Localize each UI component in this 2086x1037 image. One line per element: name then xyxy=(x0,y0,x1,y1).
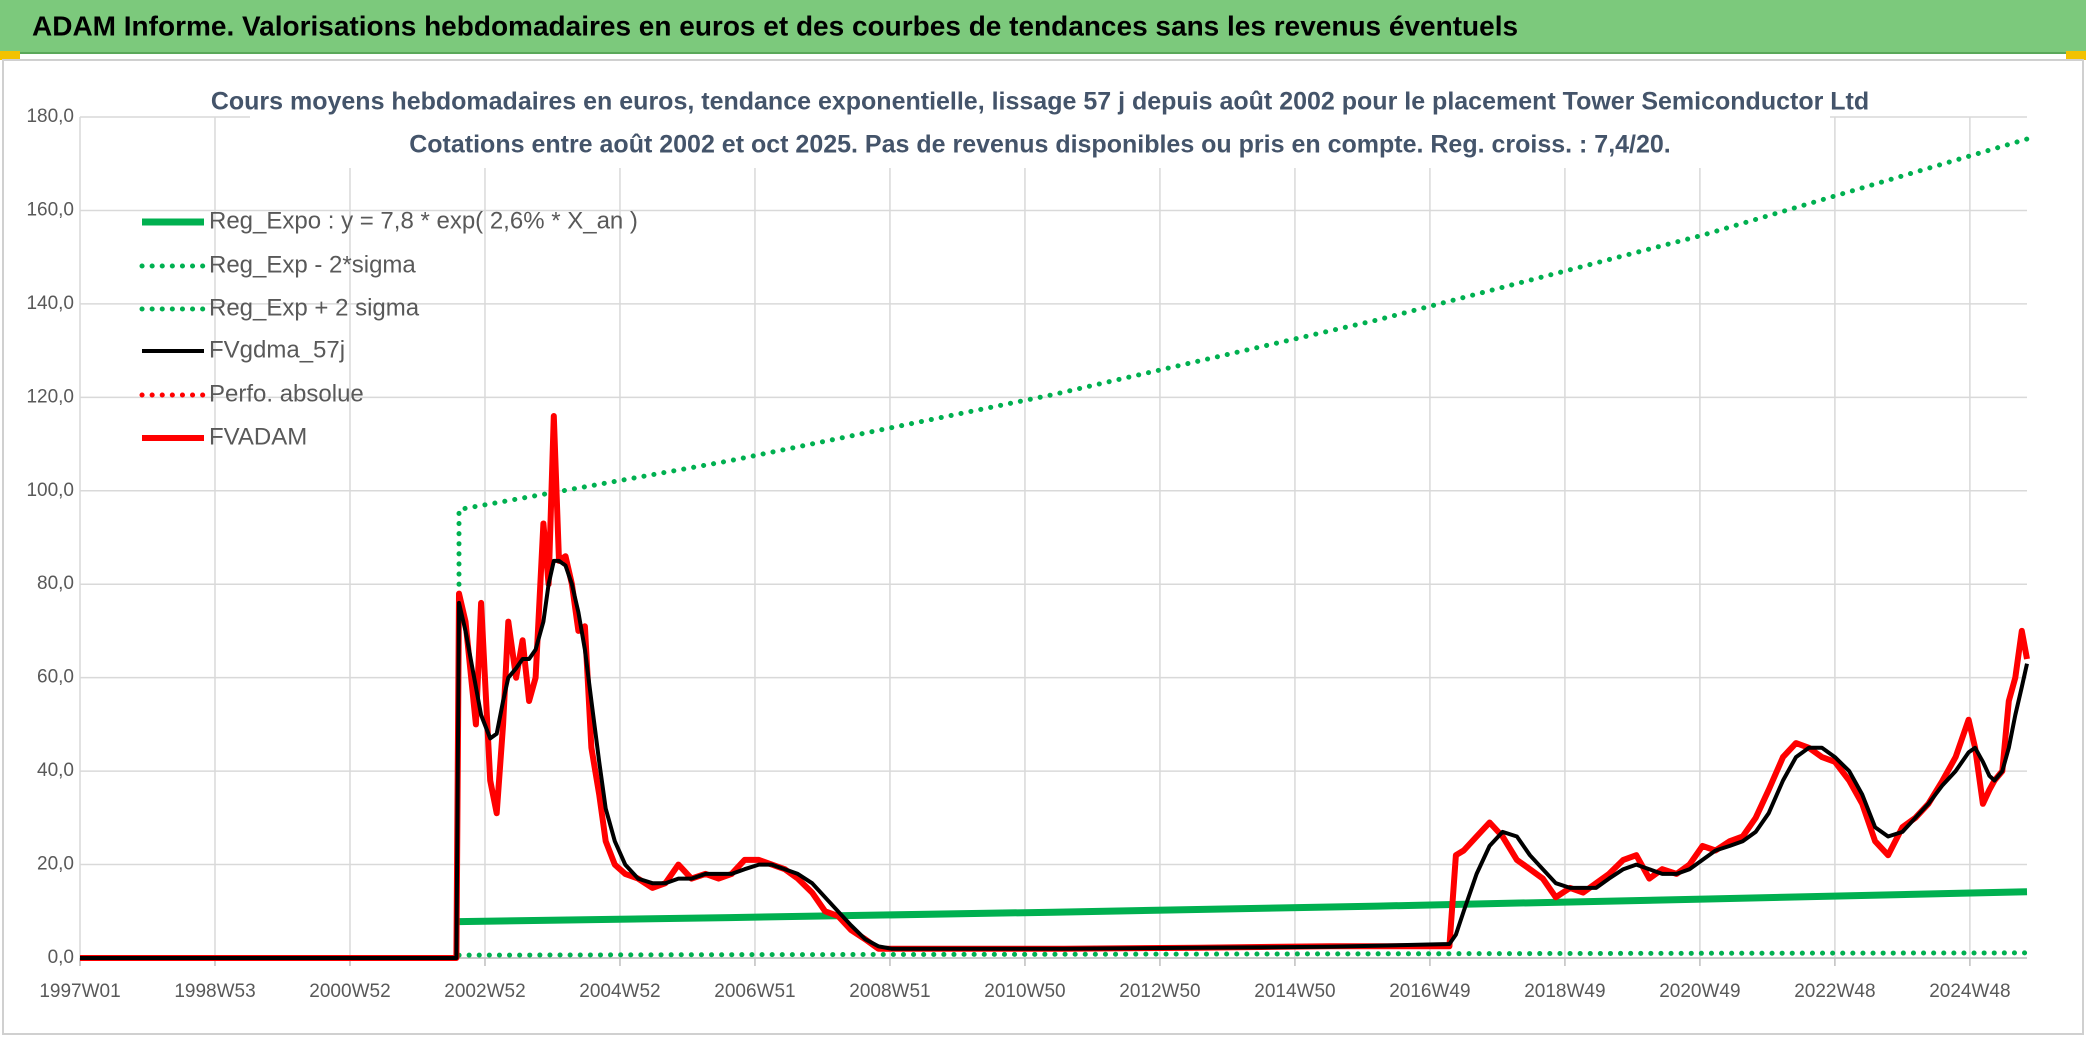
chart-frame xyxy=(2,59,2084,1035)
y-tick-label: 80,0 xyxy=(37,573,74,594)
grid: 0,0 20,0 40,0 60,0 80,0 100,0 120,0 140,0 160,0 1… xyxy=(26,106,2027,1002)
series-line xyxy=(456,950,2030,958)
legend-label: Reg_Expo : y = 7,8 * exp( 2,6% * X_an ) xyxy=(209,207,638,234)
x-tick-label: 2010W50 xyxy=(984,981,1065,1002)
legend: Reg_Expo : y = 7,8 * exp( 2,6% * X_an ) R… xyxy=(139,207,638,450)
x-tick-label: 2014W50 xyxy=(1254,981,1335,1002)
x-tick-label: 2016W49 xyxy=(1389,981,1470,1002)
y-tick-label: 60,0 xyxy=(37,667,74,688)
header-title: ADAM Informe. Valorisations hebdomadaire… xyxy=(32,10,1518,41)
y-tick-label: 100,0 xyxy=(26,480,74,501)
legend-label: Reg_Exp + 2 sigma xyxy=(209,294,420,321)
plot-lines xyxy=(80,136,2030,961)
x-tick-label: 1998W53 xyxy=(174,981,255,1002)
corner-mark xyxy=(2066,51,2086,60)
y-tick-label: 180,0 xyxy=(26,106,74,127)
chart-title: Cours moyens hebdomadaires en euros, ten… xyxy=(211,88,1869,116)
legend-label: Reg_Exp - 2*sigma xyxy=(209,251,416,278)
y-tick-label: 140,0 xyxy=(26,293,74,314)
header-bar xyxy=(0,0,2086,53)
x-tick-label: 2018W49 xyxy=(1524,981,1605,1002)
x-tick-label: 2012W50 xyxy=(1119,981,1200,1002)
legend-label: FVgdma_57j xyxy=(209,336,345,363)
x-tick-label: 2022W48 xyxy=(1794,981,1875,1002)
y-tick-label: 0,0 xyxy=(48,947,74,968)
series-line xyxy=(458,888,2028,926)
legend-label: FVADAM xyxy=(209,423,307,450)
y-tick-label: 20,0 xyxy=(37,854,74,875)
x-tick-label: 2020W49 xyxy=(1659,981,1740,1002)
title-background xyxy=(250,84,1830,168)
x-tick-label: 2006W51 xyxy=(714,981,795,1002)
legend-label: Perfo. absolue xyxy=(209,380,364,407)
y-tick-label: 120,0 xyxy=(26,386,74,407)
y-tick-label: 160,0 xyxy=(26,199,74,220)
x-tick-label: 2004W52 xyxy=(579,981,660,1002)
corner-mark xyxy=(0,51,20,60)
chart-subtitle: Cotations entre août 2002 et oct 2025. P… xyxy=(409,131,1671,159)
x-tick-label: 2008W51 xyxy=(849,981,930,1002)
x-tick-label: 2000W52 xyxy=(309,981,390,1002)
x-tick-label: 1997W01 xyxy=(39,981,120,1002)
x-tick-label: 2024W48 xyxy=(1929,981,2010,1002)
y-tick-label: 40,0 xyxy=(37,760,74,781)
x-tick-label: 2002W52 xyxy=(444,981,525,1002)
series-line xyxy=(80,558,2029,960)
